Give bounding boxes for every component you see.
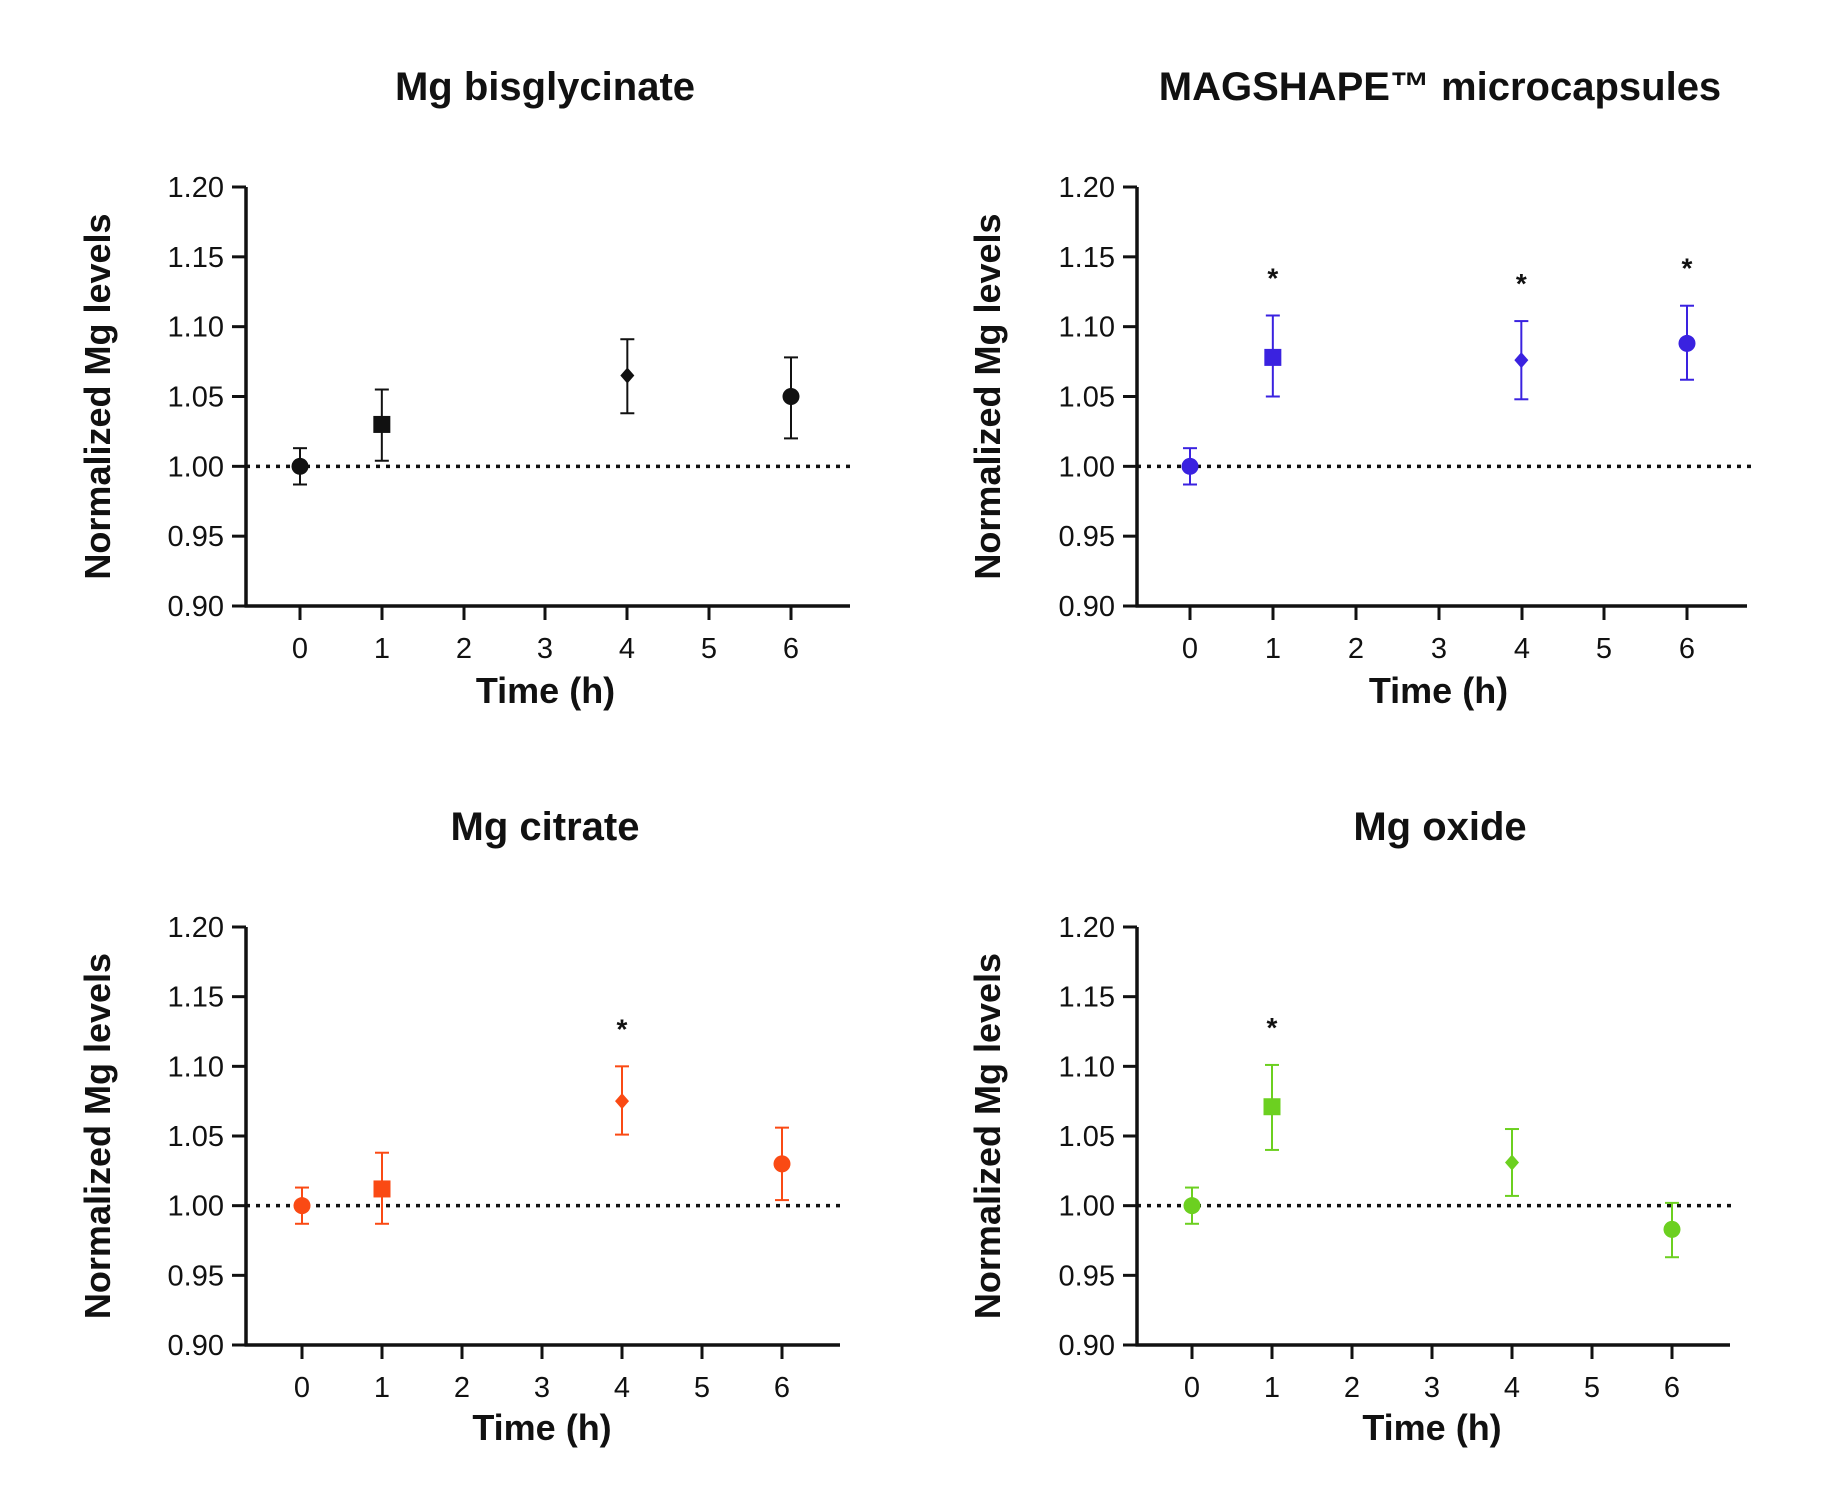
data-point-diamond (1505, 1154, 1519, 1171)
data-point-circle (293, 1197, 311, 1215)
y-axis-title: Normalized Mg levels (77, 953, 118, 1319)
chart-panel: Mg bisglycinate 0.90 0.95 1.00 1.05 1.10 1.15 1… (77, 65, 855, 711)
chart-title: MAGSHAPE™ microcapsules (1159, 65, 1721, 109)
y-tick-label: 0.90 (168, 1330, 224, 1362)
chart-title: Mg bisglycinate (395, 65, 695, 109)
y-tick-label: 1.15 (168, 242, 224, 274)
x-axis-title: Time (h) (476, 670, 615, 711)
significance-marker: * (1516, 268, 1527, 299)
x-tick-label: 1 (1264, 1372, 1280, 1404)
significance-marker: * (1267, 1012, 1278, 1043)
y-tick-label: 1.10 (1059, 1051, 1115, 1083)
data-point-diamond (1514, 352, 1529, 369)
data-point-circle (291, 457, 309, 475)
y-tick-label: 0.90 (1059, 1330, 1115, 1362)
y-tick-label: 1.10 (168, 1051, 224, 1083)
x-tick-label: 5 (1584, 1372, 1600, 1404)
x-tick-label: 6 (1664, 1372, 1680, 1404)
chart-title: Mg citrate (451, 805, 640, 849)
y-tick-label: 1.15 (1059, 982, 1115, 1014)
y-tick-label: 1.05 (1059, 382, 1115, 414)
x-tick-label: 3 (1431, 633, 1447, 665)
x-tick-label: 2 (454, 1372, 470, 1404)
significance-marker: * (1682, 253, 1693, 284)
significance-marker: * (617, 1013, 628, 1044)
y-tick-label: 1.00 (168, 1191, 224, 1223)
x-axis-title: Time (h) (1369, 670, 1508, 711)
data-point-square (1263, 1098, 1281, 1116)
x-tick-label: 0 (292, 633, 308, 665)
x-tick-label: 0 (294, 1372, 310, 1404)
x-tick-label: 3 (534, 1372, 550, 1404)
data-point-circle (1678, 334, 1696, 352)
data-point-diamond (615, 1093, 629, 1110)
data-point-square (373, 1180, 391, 1198)
x-tick-label: 2 (456, 633, 472, 665)
y-tick-label: 1.10 (1059, 312, 1115, 344)
y-tick-label: 1.00 (1059, 1191, 1115, 1223)
chart-panel: Mg citrate 0.90 0.95 1.00 1.05 1.10 1.15 1.20 0 1… (77, 805, 845, 1448)
x-tick-label: 1 (1265, 633, 1281, 665)
x-tick-label: 6 (783, 633, 799, 665)
y-axis-title: Normalized Mg levels (967, 953, 1008, 1319)
y-tick-label: 0.95 (168, 1260, 224, 1292)
y-tick-label: 1.20 (168, 912, 224, 944)
x-tick-label: 1 (374, 1372, 390, 1404)
y-tick-label: 1.05 (1059, 1121, 1115, 1153)
y-axis-title: Normalized Mg levels (967, 213, 1008, 579)
x-axis-title: Time (h) (472, 1407, 611, 1448)
chart-panel: MAGSHAPE™ microcapsules 0.90 0.95 1.00 1.05 1… (967, 65, 1752, 711)
x-tick-label: 4 (1514, 633, 1530, 665)
x-axis-title: Time (h) (1362, 1407, 1501, 1448)
y-tick-label: 1.20 (168, 172, 224, 204)
data-point-circle (1181, 457, 1199, 475)
y-tick-label: 1.10 (168, 312, 224, 344)
x-tick-label: 5 (1596, 633, 1612, 665)
y-tick-label: 1.00 (168, 451, 224, 483)
data-point-circle (782, 388, 800, 405)
y-tick-label: 1.15 (1059, 242, 1115, 274)
y-tick-label: 1.20 (1059, 172, 1115, 204)
x-tick-label: 4 (614, 1372, 630, 1404)
y-tick-label: 0.95 (1059, 521, 1115, 553)
y-tick-label: 0.90 (168, 591, 224, 623)
data-point-square (1264, 348, 1282, 366)
x-tick-label: 2 (1348, 633, 1364, 665)
chart-panel: Mg oxide 0.90 0.95 1.00 1.05 1.10 1.15 1.20 0 1 2 3… (967, 805, 1735, 1448)
x-tick-label: 2 (1344, 1372, 1360, 1404)
y-axis-title: Normalized Mg levels (77, 213, 118, 579)
y-tick-label: 0.95 (168, 521, 224, 553)
y-tick-label: 1.05 (168, 1121, 224, 1153)
x-tick-label: 3 (1424, 1372, 1440, 1404)
y-tick-label: 1.15 (168, 982, 224, 1014)
data-point-circle (1663, 1220, 1681, 1238)
x-tick-label: 6 (1679, 633, 1695, 665)
x-tick-label: 0 (1182, 633, 1198, 665)
y-tick-label: 1.05 (168, 382, 224, 414)
chart-title: Mg oxide (1353, 805, 1526, 849)
x-tick-label: 5 (701, 633, 717, 665)
x-tick-label: 5 (694, 1372, 710, 1404)
data-point-square (373, 415, 391, 433)
x-tick-label: 4 (619, 633, 635, 665)
y-tick-label: 0.90 (1059, 591, 1115, 623)
x-tick-label: 0 (1184, 1372, 1200, 1404)
data-point-circle (1183, 1197, 1201, 1215)
data-point-diamond (620, 367, 635, 384)
y-tick-label: 0.95 (1059, 1260, 1115, 1292)
x-tick-label: 4 (1504, 1372, 1520, 1404)
y-tick-label: 1.20 (1059, 912, 1115, 944)
significance-marker: * (1267, 262, 1278, 293)
data-point-circle (773, 1155, 791, 1173)
x-tick-label: 1 (374, 633, 390, 665)
y-tick-label: 1.00 (1059, 451, 1115, 483)
x-tick-label: 3 (537, 633, 553, 665)
x-tick-label: 6 (774, 1372, 790, 1404)
